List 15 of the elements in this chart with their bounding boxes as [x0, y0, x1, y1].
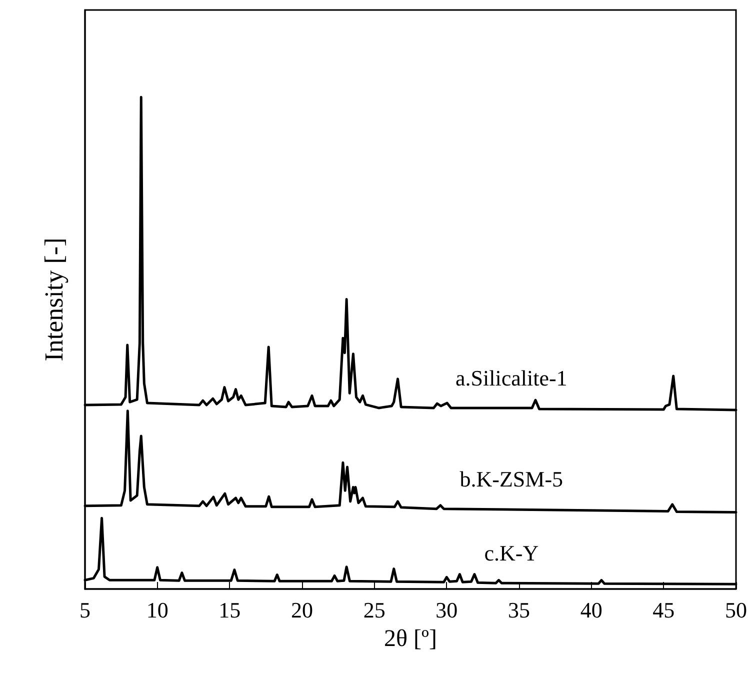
x-tick-label: 40	[580, 598, 602, 622]
x-tick-label: 45	[652, 598, 675, 622]
x-tick-label: 50	[725, 598, 747, 622]
y-axis-title: Intensity [-]	[40, 238, 68, 362]
x-tick-label: 5	[80, 598, 90, 622]
x-tick-label: 20	[291, 598, 313, 622]
x-axis-title: 2θ [º]	[384, 626, 437, 652]
x-tick-label: 10	[146, 598, 168, 622]
series-label: b.K-ZSM-5	[460, 466, 564, 492]
series-label: c.K-Y	[484, 540, 539, 566]
x-tick-label: 15	[218, 598, 241, 622]
x-tick-label: 25	[363, 598, 386, 622]
x-tick-label: 35	[508, 598, 530, 622]
series-label: a.Silicalite-1	[456, 365, 568, 390]
x-tick-label: 30	[436, 598, 458, 622]
